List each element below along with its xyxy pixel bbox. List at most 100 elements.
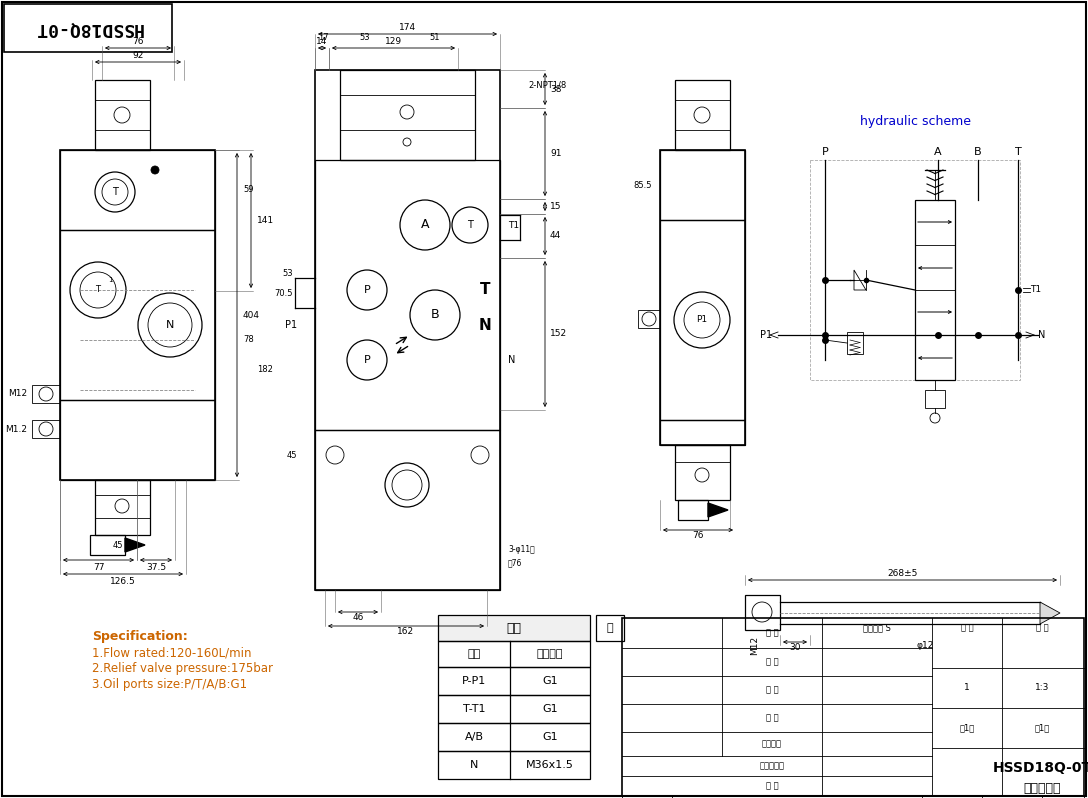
Bar bbox=[638, 310, 660, 328]
Text: M1.2: M1.2 bbox=[5, 425, 27, 433]
Text: P1: P1 bbox=[696, 315, 707, 325]
Bar bbox=[925, 390, 945, 408]
Bar bbox=[4, 4, 172, 52]
Bar bbox=[316, 430, 500, 590]
Bar bbox=[846, 332, 863, 354]
Text: M36x1.5: M36x1.5 bbox=[527, 760, 574, 770]
Bar bbox=[32, 420, 60, 438]
Bar bbox=[809, 160, 1021, 380]
Text: T1: T1 bbox=[508, 220, 519, 230]
Bar bbox=[596, 615, 625, 641]
Text: 126.5: 126.5 bbox=[110, 576, 136, 586]
Bar bbox=[675, 445, 730, 500]
Text: P1: P1 bbox=[759, 330, 772, 340]
Text: 59: 59 bbox=[243, 185, 254, 195]
Text: A: A bbox=[421, 219, 430, 231]
Bar bbox=[95, 80, 150, 150]
Text: Specification:: Specification: bbox=[92, 630, 188, 643]
Text: T: T bbox=[1015, 147, 1022, 157]
Bar bbox=[316, 160, 500, 430]
Text: 17: 17 bbox=[318, 34, 329, 42]
Bar bbox=[438, 723, 590, 751]
Text: HSSD18Q-0T: HSSD18Q-0T bbox=[992, 761, 1088, 775]
Bar bbox=[60, 230, 215, 400]
Text: 30: 30 bbox=[789, 643, 801, 653]
Text: T1: T1 bbox=[1030, 286, 1041, 294]
Text: 37.5: 37.5 bbox=[146, 563, 166, 571]
Text: 1: 1 bbox=[964, 684, 969, 693]
Text: hydraulic scheme: hydraulic scheme bbox=[860, 116, 970, 128]
Bar bbox=[622, 618, 1084, 796]
Text: 53: 53 bbox=[283, 268, 293, 278]
Text: N: N bbox=[470, 760, 479, 770]
Bar bbox=[622, 796, 1084, 798]
Bar bbox=[60, 150, 215, 230]
Text: HSSD18Q-0T: HSSD18Q-0T bbox=[34, 19, 143, 37]
Text: T: T bbox=[480, 282, 491, 298]
Text: 15: 15 bbox=[551, 202, 561, 211]
Text: 描 图: 描 图 bbox=[766, 685, 778, 694]
Text: N: N bbox=[1038, 330, 1046, 340]
Bar bbox=[60, 400, 215, 480]
Text: N: N bbox=[508, 355, 516, 365]
Text: 85.5: 85.5 bbox=[633, 180, 652, 189]
Bar bbox=[678, 500, 708, 520]
Polygon shape bbox=[1040, 602, 1060, 624]
Bar bbox=[438, 667, 590, 695]
Text: φ12: φ12 bbox=[916, 641, 934, 650]
Text: 2.Relief valve pressure:175bar: 2.Relief valve pressure:175bar bbox=[92, 662, 273, 675]
Bar bbox=[438, 641, 590, 667]
Text: 152: 152 bbox=[551, 330, 567, 338]
Text: 53: 53 bbox=[360, 34, 370, 42]
Text: G1: G1 bbox=[542, 676, 558, 686]
Text: 节76: 节76 bbox=[508, 559, 522, 567]
Text: 1: 1 bbox=[108, 277, 112, 283]
Text: 45: 45 bbox=[286, 451, 297, 460]
Bar bbox=[438, 615, 590, 641]
Bar bbox=[660, 150, 745, 445]
Circle shape bbox=[151, 166, 159, 174]
Text: G1: G1 bbox=[542, 704, 558, 714]
Text: 129: 129 bbox=[385, 38, 403, 46]
Bar bbox=[95, 480, 150, 535]
Text: 2-NPT1/8: 2-NPT1/8 bbox=[528, 81, 566, 89]
Text: 第1版: 第1版 bbox=[1035, 724, 1050, 733]
Text: 78: 78 bbox=[243, 335, 254, 345]
Text: 工艺检查: 工艺检查 bbox=[762, 740, 782, 749]
Bar bbox=[339, 70, 475, 160]
Text: B: B bbox=[974, 147, 981, 157]
Text: M12: M12 bbox=[751, 635, 759, 654]
Text: 14: 14 bbox=[317, 38, 327, 46]
Text: 141: 141 bbox=[257, 216, 274, 225]
Bar bbox=[660, 220, 745, 420]
Text: G1: G1 bbox=[542, 732, 558, 742]
Polygon shape bbox=[708, 503, 728, 517]
Bar bbox=[60, 150, 215, 480]
Text: 70.5: 70.5 bbox=[274, 289, 293, 298]
Text: P: P bbox=[363, 355, 370, 365]
Polygon shape bbox=[125, 538, 145, 552]
Text: 45: 45 bbox=[113, 540, 123, 550]
Text: 76: 76 bbox=[692, 531, 704, 540]
Text: P: P bbox=[821, 147, 828, 157]
Text: 标准化检查: 标准化检查 bbox=[759, 761, 784, 771]
Text: 91: 91 bbox=[551, 149, 561, 158]
Text: 阀体: 阀体 bbox=[507, 622, 521, 634]
Text: T: T bbox=[112, 187, 118, 197]
Bar bbox=[438, 751, 590, 779]
Bar bbox=[745, 595, 780, 630]
Text: 设 计: 设 计 bbox=[766, 629, 778, 638]
Text: 182: 182 bbox=[257, 365, 273, 374]
Text: 图样标记 S: 图样标记 S bbox=[863, 623, 891, 633]
Bar bbox=[675, 80, 730, 150]
Text: 数 量: 数 量 bbox=[961, 623, 974, 633]
Text: 接口: 接口 bbox=[468, 649, 481, 659]
Text: 44: 44 bbox=[551, 231, 561, 240]
Bar bbox=[316, 70, 500, 590]
Text: 76: 76 bbox=[133, 38, 144, 46]
Bar bbox=[660, 150, 745, 220]
Text: 404: 404 bbox=[243, 310, 260, 319]
Text: 1:3: 1:3 bbox=[1035, 684, 1049, 693]
Text: P: P bbox=[363, 285, 370, 295]
Text: M12: M12 bbox=[8, 389, 27, 398]
